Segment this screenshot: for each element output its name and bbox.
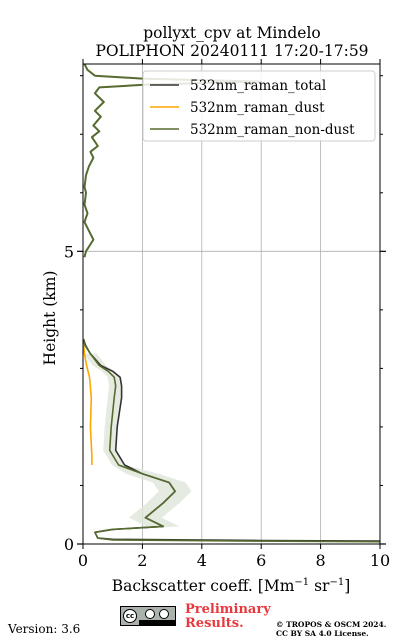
legend-entry-label: 532nm_raman_total xyxy=(190,78,326,94)
x-tick-label: 4 xyxy=(197,551,207,570)
non-dust-uncertainty-area xyxy=(83,353,192,530)
version-text: Version: 3.6 xyxy=(8,622,81,636)
x-tick-label: 0 xyxy=(78,551,88,570)
ticks: 0 2 4 6 8 10 0 5 xyxy=(64,59,390,570)
chart-title-line-2: POLIPHON 20240111 17:20-17:59 xyxy=(95,42,368,60)
y-tick-label: 5 xyxy=(64,242,74,261)
legend: 532nm_raman_total 532nm_raman_dust 532nm_r… xyxy=(142,70,376,142)
preliminary-results-text: Preliminary Results. xyxy=(185,602,271,631)
legend-entry-label: 532nm_raman_dust xyxy=(190,100,325,116)
plot-area: 0 2 4 6 8 10 0 5 xyxy=(64,59,390,570)
x-tick-label: 8 xyxy=(316,551,326,570)
plot-frame xyxy=(82,63,381,545)
y-axis-label: Height (km) xyxy=(41,271,59,366)
uncertainty-band xyxy=(83,353,192,530)
legend-entry-label: 532nm_raman_non-dust xyxy=(190,122,355,138)
x-tick-label: 2 xyxy=(137,551,147,570)
x-tick-label: 10 xyxy=(370,551,390,570)
y-tick-label: 0 xyxy=(64,535,74,554)
grid xyxy=(83,64,380,544)
x-axis-label: Backscatter coeff. [Mm−1 sr−1] xyxy=(112,577,351,595)
cc-by-sa-icon: cc xyxy=(120,606,176,626)
x-tick-label: 6 xyxy=(256,551,266,570)
series-line-532nm_raman_dust xyxy=(82,344,93,465)
legend-box xyxy=(142,70,376,142)
copyright-text: © TROPOS & OSCM 2024. CC BY SA 4.0 Licen… xyxy=(276,620,387,638)
chart-title-line-1: pollyxt_cpv at Mindelo xyxy=(143,24,321,42)
series-line-532nm_raman_non-dust xyxy=(82,338,381,543)
series-line-532nm_raman_total xyxy=(82,338,381,542)
